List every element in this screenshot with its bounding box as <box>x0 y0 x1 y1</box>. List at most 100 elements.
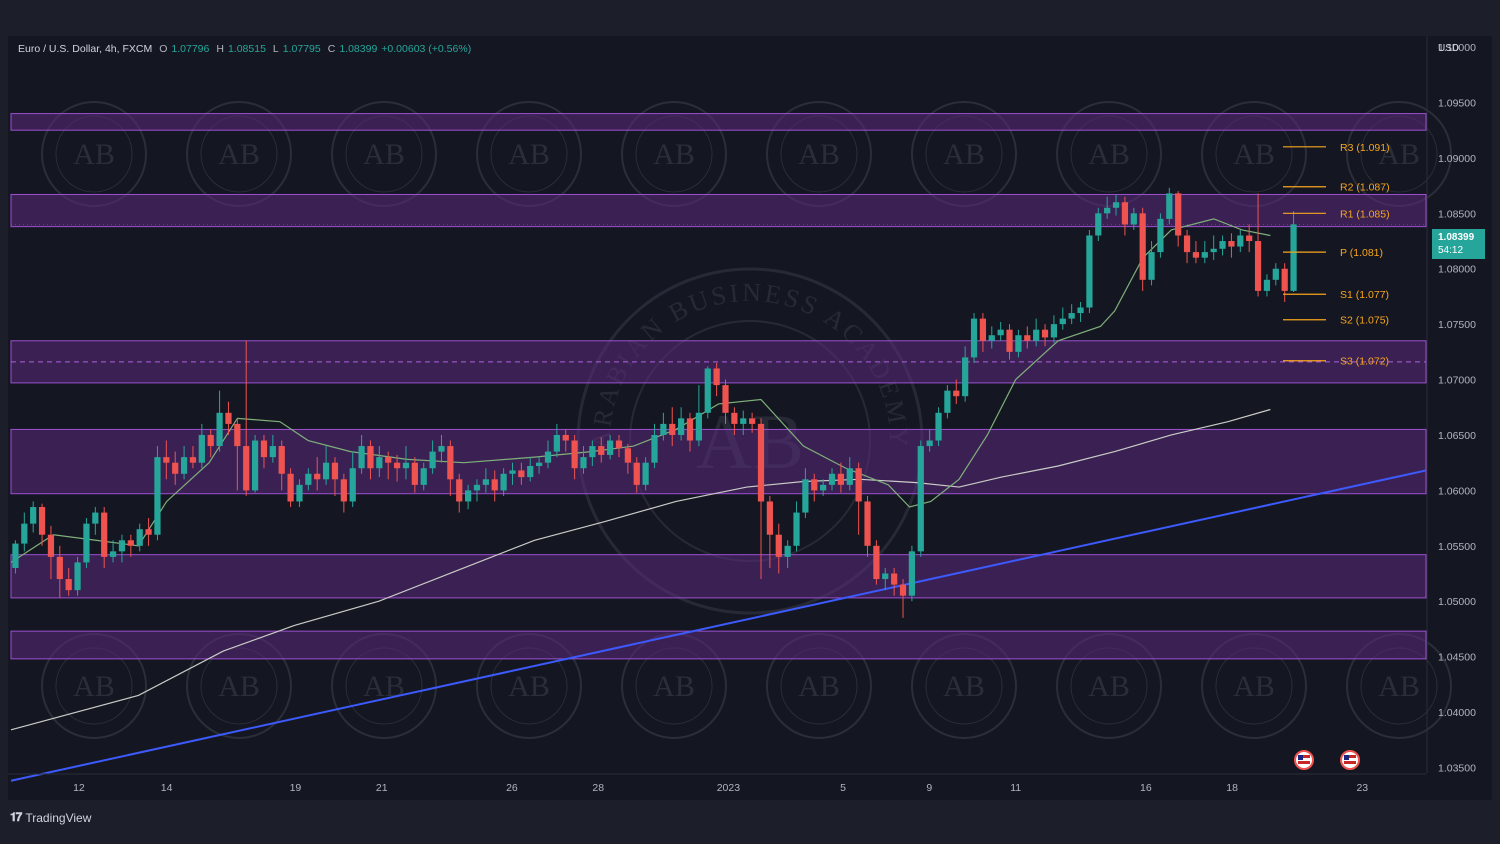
price-chart[interactable]: AB AB AB AB AB AB AB AB AB AB AB AB AB AB AB AB AB AB AB AB… <box>8 36 1492 800</box>
candle <box>1263 274 1271 297</box>
price-axis[interactable]: 1.10000 1.09500 1.09000 1.08500 1.08000 1.075… <box>1426 36 1476 774</box>
candle-body <box>544 451 552 463</box>
candle-body <box>562 434 569 441</box>
symbol-title: Euro / U.S. Dollar, 4h, FXCM <box>18 43 153 55</box>
candle-body <box>944 390 951 413</box>
candle <box>553 423 560 458</box>
candle-body <box>482 479 489 485</box>
flag-ring <box>1340 750 1360 770</box>
watermark-stamp: AB <box>911 633 1017 739</box>
candle-body <box>669 423 676 435</box>
last-price-value: 1.08399 <box>1438 232 1475 243</box>
candle <box>376 446 383 478</box>
candle <box>500 468 507 496</box>
candle-body <box>1086 235 1093 308</box>
candle-body <box>740 418 747 424</box>
candle <box>571 434 578 480</box>
watermark-logo: AB <box>1088 670 1130 703</box>
candle <box>1139 207 1146 291</box>
candle-body <box>1157 218 1164 253</box>
candle <box>216 390 223 452</box>
moving-average-long <box>10 408 1271 731</box>
pivot-label: S1 (1.077) <box>1340 289 1389 301</box>
candle-body <box>891 573 898 585</box>
candle <box>1281 263 1288 302</box>
candle-body <box>1050 324 1058 338</box>
watermark-logo: AB <box>653 138 695 171</box>
tradingview-logo[interactable]: 𝟏𝟕 TradingView <box>10 810 91 825</box>
pivot-level: P (1.081) <box>1283 247 1383 259</box>
candle-body <box>1175 193 1182 236</box>
candle <box>589 440 596 467</box>
pivot-label: P (1.081) <box>1340 247 1383 259</box>
last-price-badge: 1.08399 54:12 <box>1432 229 1485 259</box>
candle-body <box>429 451 436 469</box>
indicator-lines <box>10 218 1427 782</box>
candle <box>988 326 995 349</box>
candle <box>1166 187 1173 225</box>
candle <box>473 479 481 502</box>
event-markers[interactable] <box>1294 750 1360 770</box>
price-tick-label: 1.08500 <box>1438 208 1476 220</box>
pivot-level: R2 (1.087) <box>1283 182 1390 194</box>
candle <box>899 579 907 618</box>
candle-body <box>367 446 374 469</box>
candle-body <box>828 473 836 485</box>
candle <box>695 385 702 447</box>
candle <box>1228 233 1235 258</box>
candle <box>864 495 871 557</box>
candle-body <box>1077 307 1084 314</box>
candle <box>1210 235 1217 260</box>
candle <box>731 407 738 435</box>
time-axis[interactable]: 12 14 19 21 26 28 2023 5 9 11 16 18 23 <box>8 773 1426 794</box>
candle <box>855 462 862 535</box>
candle <box>1201 241 1208 264</box>
candle-body <box>988 335 995 341</box>
candle-body <box>385 457 392 463</box>
time-tick-label: 18 <box>1226 782 1238 794</box>
candle-body <box>438 446 445 452</box>
candle <box>83 518 90 568</box>
candle <box>1130 207 1137 230</box>
chart-area[interactable]: AB AB AB AB AB AB AB AB AB AB AB AB AB AB AB AB AB AB AB AB… <box>8 36 1492 800</box>
candle <box>651 423 658 469</box>
candle <box>1219 235 1226 256</box>
watermark-logo: AB <box>798 670 840 703</box>
candle-body <box>917 446 924 552</box>
candle <box>970 313 978 363</box>
price-tick-label: 1.04000 <box>1438 707 1476 719</box>
watermark-logo: AB <box>653 670 695 703</box>
candle <box>775 523 782 574</box>
candle-body <box>536 462 543 467</box>
candle <box>38 503 46 546</box>
candle-body <box>322 462 330 480</box>
candle <box>544 440 552 469</box>
candle <box>65 567 72 596</box>
candle <box>607 434 614 460</box>
candle-body <box>216 412 223 447</box>
candle <box>358 434 365 474</box>
candle-body <box>518 470 525 478</box>
candle-body <box>314 473 321 480</box>
candle-body <box>882 573 889 580</box>
candle-body <box>500 473 507 491</box>
pivot-label: R2 (1.087) <box>1340 182 1390 194</box>
watermark-logo: AB <box>508 670 550 703</box>
candle <box>74 556 81 596</box>
candle <box>757 418 765 580</box>
watermark-logo: AB <box>508 138 550 171</box>
candle <box>1237 229 1244 253</box>
candle-body <box>553 434 560 452</box>
candle <box>917 440 924 557</box>
candle <box>420 462 427 491</box>
tradingview-brand: TradingView <box>25 810 92 825</box>
candle <box>926 429 933 452</box>
price-tick-label: 1.06000 <box>1438 485 1476 497</box>
watermark-logo: AB <box>73 670 115 703</box>
candle <box>465 484 472 510</box>
open-value: 1.07796 <box>171 43 210 55</box>
candle <box>962 346 969 402</box>
candle <box>109 540 117 563</box>
candle-body <box>642 462 649 485</box>
